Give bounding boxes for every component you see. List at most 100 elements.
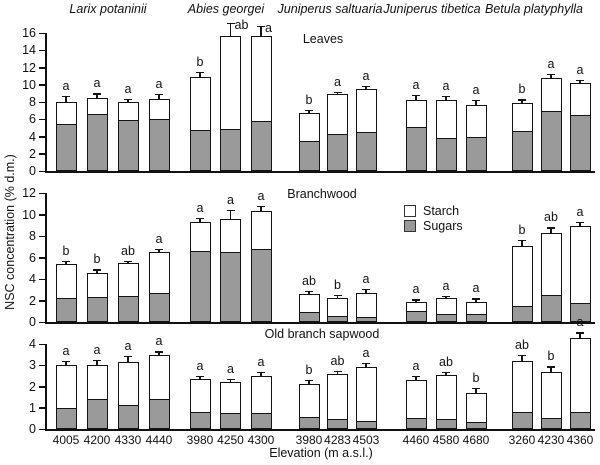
x-tick-label: 4230 <box>537 433 565 447</box>
error-bar-cap <box>257 26 265 28</box>
bar-segment-sugars <box>570 114 590 170</box>
y-tick-label: 6 <box>29 250 36 265</box>
x-tick-label: 4200 <box>83 433 111 447</box>
x-tick-label: 4250 <box>217 433 244 447</box>
y-tick <box>39 84 45 86</box>
bar-segment-starch <box>355 292 377 322</box>
error-bar-cap <box>333 370 342 372</box>
significance-letter: b <box>334 278 341 293</box>
error-bar-cap <box>62 361 70 363</box>
significance-letter: a <box>265 21 272 36</box>
error-bar <box>550 227 552 233</box>
significance-letter: a <box>62 78 70 93</box>
error-bar-cap <box>93 93 101 95</box>
error-bar <box>127 98 129 102</box>
panel-title-branchwood: Branchwood <box>287 187 357 201</box>
error-bar <box>579 332 581 338</box>
y-tick <box>39 192 45 194</box>
y-tick-label: 0 <box>29 422 36 436</box>
starch-swatch-icon <box>404 204 416 217</box>
significance-letter: a <box>334 74 341 89</box>
bar-segment-sugars <box>570 302 590 321</box>
y-tick <box>39 278 45 280</box>
bar-segment-sugars <box>406 127 426 170</box>
y-tick <box>39 386 45 388</box>
legend-label: Sugars <box>423 218 463 233</box>
bar-segment-sugars <box>118 404 138 428</box>
significance-letter: ab <box>515 337 529 352</box>
panel-title-sapwood: Old branch sapwood <box>264 327 380 341</box>
bar-segment-sugars <box>570 412 590 428</box>
bar-segment-sugars <box>436 419 456 428</box>
bar-segment-starch <box>540 371 562 429</box>
bar-segment-sugars <box>149 399 169 428</box>
y-tick-label: 1 <box>29 400 36 415</box>
error-bar-cap <box>518 99 526 101</box>
significance-letter: a <box>442 279 450 294</box>
x-tick-label: 3980 <box>186 433 214 447</box>
significance-letter: a <box>442 78 450 93</box>
sugars-swatch-icon <box>404 219 416 232</box>
error-bar <box>550 73 552 78</box>
significance-letter: ab <box>439 354 453 369</box>
y-tick-label: 8 <box>29 229 36 243</box>
bar-segment-starch <box>465 392 487 429</box>
bar-segment-sugars <box>541 418 561 428</box>
error-bar-cap <box>412 375 420 378</box>
bar-segment-starch <box>405 380 427 429</box>
y-axis-line <box>45 344 47 431</box>
y-tick <box>39 67 45 69</box>
error-bar-cap <box>442 95 450 98</box>
bar-segment-sugars <box>466 314 486 321</box>
error-bar <box>96 359 98 366</box>
error-bar <box>96 269 98 273</box>
x-tick-label: 3260 <box>508 433 536 447</box>
y-tick <box>39 343 45 345</box>
y-tick <box>39 321 45 323</box>
x-tick-label: 4503 <box>352 433 380 447</box>
bar-segment-sugars <box>299 417 319 428</box>
bar-segment-sugars <box>299 140 319 170</box>
y-tick <box>39 32 45 34</box>
significance-letter: a <box>576 315 584 330</box>
bar-segment-sugars <box>436 138 456 170</box>
bar-segment-sugars <box>328 315 347 321</box>
error-bar-cap <box>226 379 235 381</box>
x-tick-label: 4330 <box>114 433 142 447</box>
error-bar-cap <box>62 260 70 262</box>
bar-segment-sugars <box>190 251 210 321</box>
error-bar-cap <box>547 227 555 229</box>
y-tick-label: 12 <box>22 186 36 200</box>
error-bar <box>65 361 67 366</box>
bar-segment-sugars <box>541 295 561 321</box>
significance-letter: a <box>547 56 555 71</box>
error-bar <box>336 295 339 299</box>
error-bar-cap <box>257 205 265 208</box>
error-bar <box>336 370 339 374</box>
bar-segment-sugars <box>56 298 76 321</box>
bar-segment-sugars <box>87 399 107 428</box>
species-title-abies: Abies georgei <box>187 2 265 16</box>
bar-segment-sugars <box>221 413 240 428</box>
significance-letter: ab <box>544 210 558 225</box>
error-bar <box>65 95 67 102</box>
y-tick-label: 4 <box>29 272 36 286</box>
significance-letter: b <box>518 223 526 238</box>
significance-letter: a <box>412 282 420 297</box>
error-bar <box>475 387 477 393</box>
error-bar-cap <box>576 79 584 81</box>
bar-segment-sugars <box>190 130 210 170</box>
y-tick <box>39 364 45 367</box>
species-title-betula: Betula platyphylla <box>485 2 583 16</box>
species-title-jtibetica: Juniperus tibetica <box>383 2 481 16</box>
x-tick-label: 4300 <box>247 433 275 447</box>
y-tick-label: 0 <box>29 164 36 178</box>
significance-letter: a <box>362 68 370 83</box>
error-bar <box>158 248 160 253</box>
y-tick <box>39 153 45 155</box>
bar-segment-starch <box>327 373 348 429</box>
significance-letter: b <box>196 54 204 69</box>
error-bar <box>521 99 523 103</box>
error-bar-cap <box>442 371 450 373</box>
